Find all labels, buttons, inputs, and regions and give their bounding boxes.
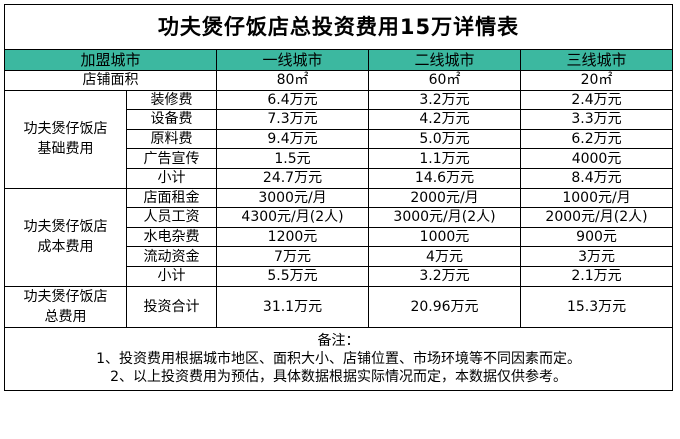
row-label: 小计 (126, 167, 217, 189)
total-value: 20.96万元 (368, 285, 521, 328)
row-label: 水电杂费 (126, 226, 217, 248)
group-label-text: 功夫煲仔饭店 成本费用 (23, 219, 108, 256)
row-label: 小计 (126, 265, 217, 287)
group-label-cost: 功夫煲仔饭店 成本费用 (4, 187, 127, 287)
cell-value: 3.2万元 (368, 89, 521, 111)
total-label: 投资合计 (126, 285, 217, 328)
cell-value: 3000元/月(2人) (368, 207, 521, 228)
subtotal-value: 24.7万元 (216, 167, 369, 189)
cell-value: 2000元/月 (368, 187, 521, 209)
total-value: 15.3万元 (519, 285, 674, 328)
cell-value: 9.4万元 (216, 128, 369, 150)
cell-value: 3万元 (519, 246, 674, 267)
cell-value: 4.2万元 (368, 109, 521, 130)
group-label-basic: 功夫煲仔饭店 基础费用 (4, 89, 127, 189)
notes-heading: 备注： (317, 332, 360, 349)
cell-value: 900元 (519, 226, 674, 248)
total-value: 31.1万元 (216, 285, 369, 328)
cell-value: 4万元 (368, 246, 521, 267)
row-label: 装修费 (126, 89, 217, 111)
cell-value: 7.3万元 (216, 109, 369, 130)
cell-value: 2.4万元 (519, 89, 674, 111)
cell-value: 4300元/月(2人) (216, 207, 369, 228)
cell-value: 1000元/月 (519, 187, 674, 209)
cell-value: 1000元 (368, 226, 521, 248)
row-label: 流动资金 (126, 246, 217, 267)
cell-value: 7万元 (216, 246, 369, 267)
row-label: 设备费 (126, 109, 217, 130)
cell-value: 5.0万元 (368, 128, 521, 150)
row-label: 人员工资 (126, 207, 217, 228)
notes-line: 2、以上投资费用为预估，具体数据根据实际情况而定，本数据仅供参考。 (110, 368, 567, 385)
subtotal-value: 2.1万元 (519, 265, 674, 287)
cell-value: 6.2万元 (519, 128, 674, 150)
subtotal-value: 14.6万元 (368, 167, 521, 189)
header-tier-2: 二线城市 (368, 49, 521, 71)
cell-value: 6.4万元 (216, 89, 369, 111)
table-title: 功夫煲仔饭店总投资费用15万详情表 (3, 4, 674, 50)
subtotal-value: 3.2万元 (368, 265, 521, 287)
area-value: 80㎡ (216, 70, 369, 91)
investment-table: 功夫煲仔饭店总投资费用15万详情表 加盟城市 一线城市 二线城市 三线城市 店铺… (3, 4, 674, 391)
notes-line: 1、投资费用根据城市地区、面积大小、店铺位置、市场环境等不同因素而定。 (96, 350, 581, 367)
cell-value: 4000元 (519, 148, 674, 169)
cell-value: 1.5元 (216, 148, 369, 169)
group-label-text: 功夫煲仔饭店 基础费用 (23, 121, 108, 158)
area-label: 店铺面积 (4, 70, 217, 91)
cell-value: 1200元 (216, 226, 369, 248)
area-value: 60㎡ (368, 70, 521, 91)
row-label: 原料费 (126, 128, 217, 150)
cell-value: 1.1万元 (368, 148, 521, 169)
header-tier-3: 三线城市 (519, 49, 674, 71)
cell-value: 2000元/月(2人) (519, 207, 674, 228)
row-label: 店面租金 (126, 187, 217, 209)
header-tier-1: 一线城市 (216, 49, 369, 71)
subtotal-value: 5.5万元 (216, 265, 369, 287)
row-label: 广告宣传 (126, 148, 217, 169)
group-label-total: 功夫煲仔饭店 总费用 (4, 285, 127, 328)
cell-value: 3000元/月 (216, 187, 369, 209)
area-value: 20㎡ (519, 70, 674, 91)
group-label-text: 功夫煲仔饭店 总费用 (23, 288, 108, 325)
header-city-label: 加盟城市 (4, 49, 217, 71)
subtotal-value: 8.4万元 (519, 167, 674, 189)
investment-sheet: 功夫煲仔饭店总投资费用15万详情表 加盟城市 一线城市 二线城市 三线城市 店铺… (3, 4, 676, 391)
notes-cell: 备注： 1、投资费用根据城市地区、面积大小、店铺位置、市场环境等不同因素而定。 … (3, 326, 674, 391)
cell-value: 3.3万元 (519, 109, 674, 130)
